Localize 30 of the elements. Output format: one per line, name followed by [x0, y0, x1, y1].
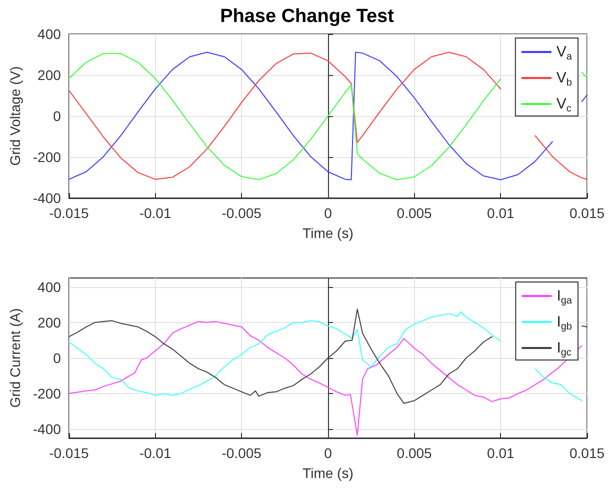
x-tick-label: -0.005: [222, 445, 262, 461]
x-tick-label: -0.005: [222, 205, 262, 221]
x-tick-label: 0.005: [396, 445, 432, 461]
y-tick-label: 400: [38, 26, 62, 42]
line-series: [68, 321, 582, 436]
x-axis-title: Time (s): [302, 465, 354, 481]
y-tick-label: -400: [32, 421, 62, 438]
y-tick-label: 200: [38, 314, 62, 330]
x-axis-title: Time (s): [302, 225, 354, 241]
x-tick-label: 0.015: [569, 205, 605, 221]
y-tick-label: -400: [32, 190, 62, 206]
y-tick-label: 0: [53, 350, 62, 366]
x-tick-label: 0.005: [396, 205, 432, 221]
y-tick-label: 200: [38, 67, 62, 83]
x-tick-label: -0.01: [139, 205, 172, 221]
x-tick-label: 0.01: [487, 445, 514, 461]
x-tick-label: -0.015: [49, 445, 89, 461]
x-tick-label: 0: [324, 445, 332, 461]
y-axis-title: Grid Voltage (V): [7, 66, 23, 166]
y-tick-label: -200: [32, 149, 62, 165]
x-tick-label: -0.015: [49, 205, 89, 221]
y-tick-label: 0: [53, 108, 62, 124]
x-tick-label: 0.01: [487, 205, 514, 221]
x-tick-label: 0: [324, 205, 332, 221]
y-tick-label: -200: [32, 386, 62, 402]
x-tick-label: -0.01: [139, 445, 172, 461]
x-tick-label: 0.015: [569, 445, 605, 461]
y-tick-label: 400: [38, 278, 62, 295]
y-axis-title: Grid Current (A): [7, 308, 23, 408]
chart-title: Phase Change Test: [220, 6, 395, 27]
